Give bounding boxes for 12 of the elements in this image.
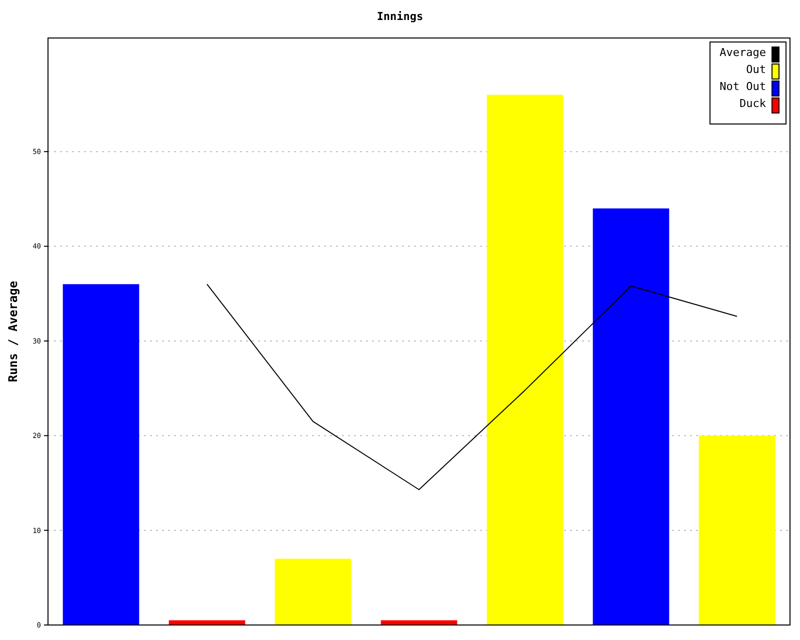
line-series <box>206 284 738 490</box>
legend-label: Average <box>720 46 766 59</box>
legend-label: Duck <box>740 97 766 110</box>
legend-label: Not Out <box>720 80 766 93</box>
bar <box>62 284 140 625</box>
bar <box>486 94 564 625</box>
bar <box>592 208 670 625</box>
bar <box>698 436 776 625</box>
chart-title: Innings <box>376 10 424 23</box>
legend-label: Out <box>746 63 766 76</box>
y-axis-title: Runs / Average <box>6 280 20 382</box>
bar <box>274 558 352 625</box>
